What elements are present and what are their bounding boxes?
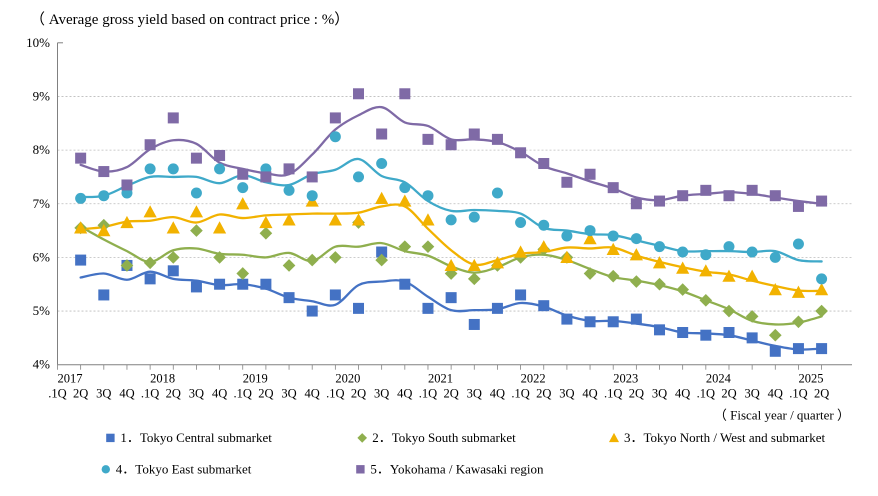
svg-text:.1Q: .1Q [604, 387, 622, 401]
svg-text:4Q: 4Q [212, 387, 227, 401]
svg-text:3Q: 3Q [744, 387, 759, 401]
svg-text:2Q: 2Q [629, 387, 644, 401]
svg-text:2022: 2022 [521, 372, 546, 386]
svg-text:3Q: 3Q [374, 387, 389, 401]
svg-text:3Q: 3Q [652, 387, 667, 401]
svg-text:4．Tokyo East submarket: 4．Tokyo East submarket [116, 461, 252, 476]
svg-text:2Q: 2Q [166, 387, 181, 401]
svg-text:2Q: 2Q [536, 387, 551, 401]
svg-text:2Q: 2Q [258, 387, 273, 401]
svg-text:3Q: 3Q [467, 387, 482, 401]
svg-text:7%: 7% [33, 196, 51, 211]
svg-text:4%: 4% [33, 357, 51, 372]
svg-text:.1Q: .1Q [789, 387, 807, 401]
svg-text:4Q: 4Q [490, 387, 505, 401]
svg-text:3Q: 3Q [281, 387, 296, 401]
svg-text:2021: 2021 [428, 372, 453, 386]
svg-text:2Q: 2Q [721, 387, 736, 401]
svg-text:.1Q: .1Q [48, 387, 66, 401]
svg-text:8%: 8% [33, 142, 51, 157]
svg-text:2023: 2023 [613, 372, 638, 386]
svg-text:2017: 2017 [58, 372, 83, 386]
svg-text:4Q: 4Q [305, 387, 320, 401]
svg-text:.1Q: .1Q [511, 387, 529, 401]
svg-text:6%: 6% [33, 249, 51, 264]
svg-text:4Q: 4Q [397, 387, 412, 401]
svg-text:2019: 2019 [243, 372, 268, 386]
svg-text:4Q: 4Q [675, 387, 690, 401]
svg-text:5．Yokohama / Kawasaki region: 5．Yokohama / Kawasaki region [370, 461, 544, 476]
svg-text:.1Q: .1Q [141, 387, 159, 401]
svg-text:4Q: 4Q [768, 387, 783, 401]
svg-text:2Q: 2Q [73, 387, 88, 401]
svg-text:2Q: 2Q [443, 387, 458, 401]
svg-text:2018: 2018 [150, 372, 175, 386]
svg-text:3Q: 3Q [559, 387, 574, 401]
svg-text:2．Tokyo South submarket: 2．Tokyo South submarket [372, 430, 516, 445]
svg-text:.1Q: .1Q [326, 387, 344, 401]
svg-text:3Q: 3Q [96, 387, 111, 401]
svg-text:4Q: 4Q [582, 387, 597, 401]
svg-text:2020: 2020 [335, 372, 360, 386]
svg-text:3．Tokyo North / West and subm: 3．Tokyo North / West and submarket [624, 430, 825, 445]
svg-text:2024: 2024 [706, 372, 732, 386]
svg-text:10%: 10% [26, 35, 50, 50]
svg-text:5%: 5% [33, 303, 51, 318]
svg-text:2025: 2025 [798, 372, 823, 386]
svg-text:.1Q: .1Q [234, 387, 252, 401]
svg-text:（ Fiscal year / quarter ）: （ Fiscal year / quarter ） [714, 407, 850, 422]
svg-text:2Q: 2Q [351, 387, 366, 401]
svg-text:1．Tokyo Central submarket: 1．Tokyo Central submarket [120, 430, 272, 445]
svg-text:3Q: 3Q [189, 387, 204, 401]
svg-text:.1Q: .1Q [419, 387, 437, 401]
svg-text:2Q: 2Q [814, 387, 829, 401]
svg-text:4Q: 4Q [119, 387, 134, 401]
svg-text:9%: 9% [33, 88, 51, 103]
svg-text:.1Q: .1Q [697, 387, 715, 401]
